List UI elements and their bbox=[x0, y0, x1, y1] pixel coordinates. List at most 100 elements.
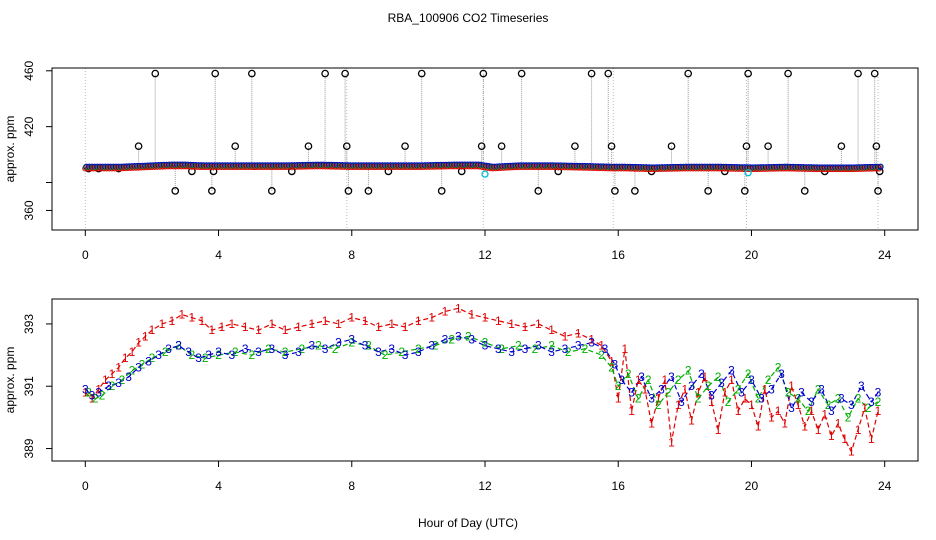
series-1-point-label: 1 bbox=[82, 385, 89, 399]
series-2-point-label: 2 bbox=[715, 370, 722, 384]
series-1-point-label: 1 bbox=[708, 395, 715, 409]
series-3-point-label: 3 bbox=[818, 382, 825, 396]
series-2-point-label: 2 bbox=[875, 395, 882, 409]
series-2-point-label: 2 bbox=[448, 333, 455, 347]
series-1-line bbox=[84, 307, 879, 454]
series-1-point-label: 1 bbox=[149, 323, 156, 337]
series-3-point-label: 3 bbox=[442, 333, 449, 347]
series-2-point-label: 2 bbox=[415, 342, 422, 356]
series-1-point-label: 1 bbox=[442, 304, 449, 318]
top-outlier-point bbox=[744, 169, 752, 177]
series-1-point-label: 1 bbox=[835, 417, 842, 431]
series-1-point-label: 1 bbox=[788, 379, 795, 393]
bottom-y-tick-label: 393 bbox=[22, 314, 36, 334]
top-spike-point bbox=[517, 69, 526, 78]
series-1-point-label: 1 bbox=[635, 373, 642, 387]
series-3-point-label: 3 bbox=[495, 342, 502, 356]
series-1-point-label: 1 bbox=[402, 320, 409, 334]
series-3-point-label: 3 bbox=[215, 345, 222, 359]
series-1-point-label: 1 bbox=[735, 404, 742, 418]
series-1-point-label: 1 bbox=[728, 373, 735, 387]
series-3-point-label: 3 bbox=[838, 392, 845, 406]
series-2-point-label: 2 bbox=[515, 339, 522, 353]
series-3-point-label: 3 bbox=[648, 392, 655, 406]
top-outlier-points bbox=[481, 169, 752, 178]
series-3-point-label: 3 bbox=[768, 382, 775, 396]
series-3-point-label: 3 bbox=[428, 339, 435, 353]
series-3-point-label: 3 bbox=[728, 364, 735, 378]
series-2-point-label: 2 bbox=[482, 336, 489, 350]
top-spike-lines bbox=[84, 68, 884, 230]
top-spike-point bbox=[534, 187, 543, 195]
top-spike-point bbox=[744, 69, 752, 78]
top-x-tick-label: 8 bbox=[348, 248, 355, 262]
series-1-point-label: 1 bbox=[388, 317, 395, 331]
series-3-point-label: 3 bbox=[468, 333, 475, 347]
series-1-point-label: 1 bbox=[268, 317, 275, 331]
series-1-point-label: 1 bbox=[841, 432, 848, 446]
top-spike-point bbox=[417, 69, 426, 78]
series-2-point-label: 2 bbox=[865, 401, 872, 415]
series-1-point-label: 1 bbox=[801, 420, 808, 434]
series-1-point-label: 1 bbox=[795, 398, 802, 412]
series-2-point-label: 2 bbox=[695, 392, 702, 406]
bottom-x-tick-label: 16 bbox=[612, 479, 626, 493]
top-x-tick-label: 16 bbox=[612, 248, 626, 262]
series-2-point-label: 2 bbox=[582, 342, 589, 356]
series-1-point-label: 1 bbox=[828, 429, 835, 443]
series-1-point-label: 1 bbox=[755, 420, 762, 434]
top-spike-point bbox=[607, 142, 616, 151]
series-2-point-label: 2 bbox=[465, 329, 472, 343]
series-2-point-label: 2 bbox=[705, 379, 712, 393]
series-1-point-label: 1 bbox=[308, 317, 315, 331]
top-spike-point bbox=[571, 142, 579, 151]
series-2-point-label: 2 bbox=[655, 398, 662, 412]
bottom-x-tick-label: 0 bbox=[82, 479, 89, 493]
series-1-point-label: 1 bbox=[295, 320, 302, 334]
series-1-point-label: 1 bbox=[169, 314, 176, 328]
top-spike-point bbox=[247, 69, 256, 78]
top-spike-point bbox=[364, 187, 373, 195]
series-3-point-label: 3 bbox=[335, 336, 342, 350]
top-spike-point bbox=[344, 187, 353, 195]
series-3-point-label: 3 bbox=[808, 395, 815, 409]
series-1-point-label: 1 bbox=[122, 351, 129, 365]
series-1-point-label: 1 bbox=[628, 404, 635, 418]
top-spike-point bbox=[740, 187, 749, 195]
series-1-point-label: 1 bbox=[608, 354, 615, 368]
top-x-tick-label: 4 bbox=[215, 248, 222, 262]
series-2-point-label: 2 bbox=[498, 342, 505, 356]
top-spike-point bbox=[342, 142, 351, 151]
series-3-point-label: 3 bbox=[295, 345, 302, 359]
top-spike-point bbox=[611, 187, 619, 195]
bottom-y-axis-label: approx. ppm bbox=[3, 347, 17, 414]
series-3-point-label: 3 bbox=[205, 348, 212, 362]
top-spike-point bbox=[401, 142, 409, 151]
series-2-point-label: 2 bbox=[775, 361, 782, 375]
top-spike-point bbox=[341, 69, 349, 78]
series-1-point-label: 1 bbox=[721, 385, 728, 399]
series-1-point-label: 1 bbox=[768, 410, 775, 424]
series-3-point-label: 3 bbox=[255, 345, 262, 359]
series-3-point-label: 3 bbox=[135, 361, 142, 375]
series-3-point-label: 3 bbox=[415, 345, 422, 359]
top-spike-point bbox=[874, 187, 882, 195]
series-1-point-label: 1 bbox=[562, 329, 569, 343]
top-spike-point bbox=[211, 69, 220, 78]
series-3-point-label: 3 bbox=[322, 342, 329, 356]
series-2-point-label: 2 bbox=[109, 379, 116, 393]
top-spike-point bbox=[667, 142, 676, 151]
series-3-point-label: 3 bbox=[175, 339, 182, 353]
series-2-point-label: 2 bbox=[162, 345, 169, 359]
series-3-point-label: 3 bbox=[375, 345, 382, 359]
series-3-point-label: 3 bbox=[848, 398, 855, 412]
top-spike-point bbox=[231, 142, 240, 151]
series-2-point-label: 2 bbox=[785, 385, 792, 399]
top-spike-point bbox=[684, 69, 693, 78]
series-3-point-label: 3 bbox=[658, 382, 665, 396]
series-2-point-label: 2 bbox=[249, 348, 256, 362]
series-2-point-label: 2 bbox=[815, 382, 822, 396]
top-spike-point bbox=[134, 142, 143, 151]
series-1-point-label: 1 bbox=[821, 407, 828, 421]
